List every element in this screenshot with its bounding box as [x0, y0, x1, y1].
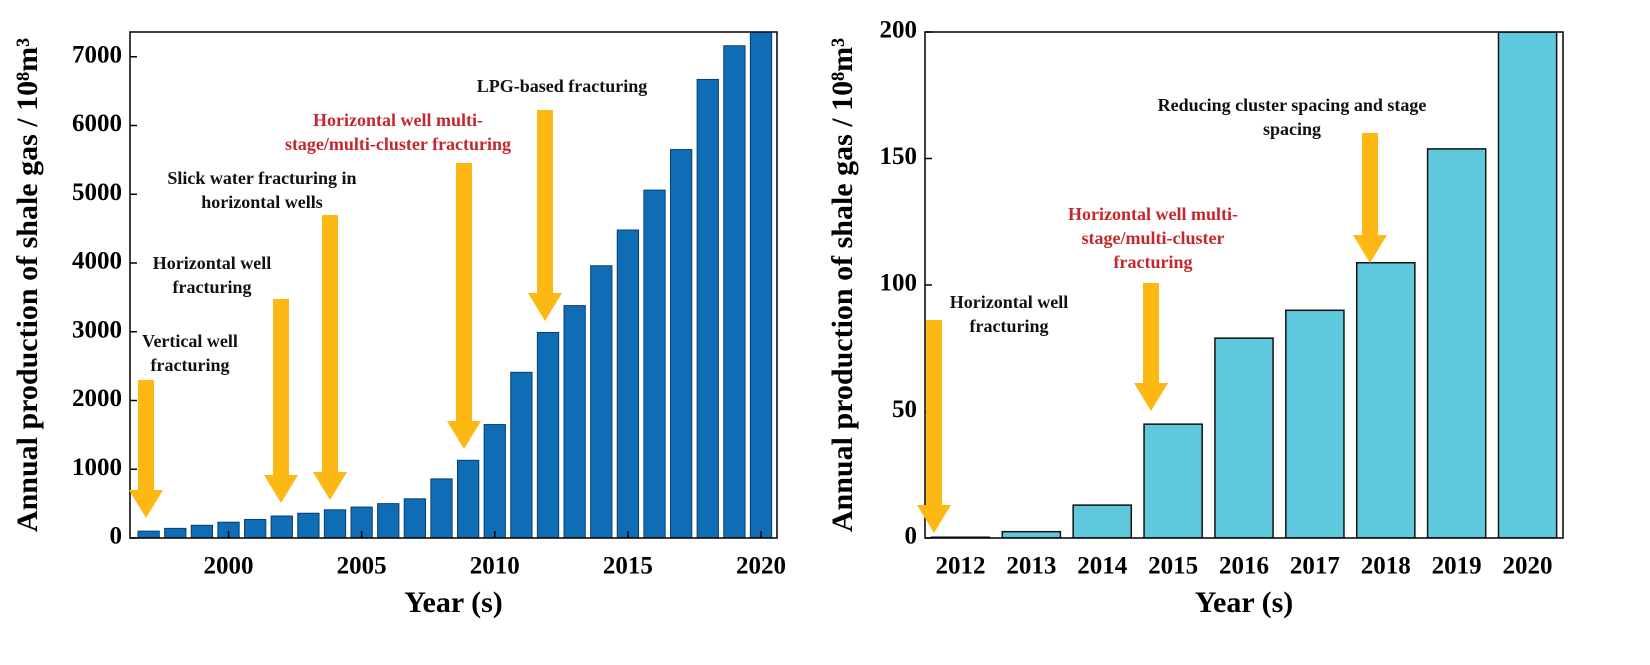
- x-tick-label: 2020: [736, 553, 786, 580]
- bar: [536, 331, 560, 538]
- annotation: stage/multi-cluster: [1082, 228, 1225, 248]
- x-axis-label: Year (s): [404, 586, 503, 619]
- bar: [1214, 337, 1274, 538]
- bar: [723, 45, 746, 538]
- y-tick-label: 0: [905, 523, 918, 550]
- annotation: stage/multi-cluster fracturing: [285, 134, 511, 154]
- bar: [243, 518, 267, 538]
- bar: [749, 32, 773, 538]
- x-tick-label: 2017: [1290, 553, 1340, 580]
- arrow: [313, 215, 347, 500]
- plot-frame: [924, 31, 1564, 539]
- bar: [696, 78, 719, 538]
- y-tick-label: 1000: [72, 454, 122, 481]
- arrow: [264, 299, 298, 503]
- annotation: Horizontal well: [950, 292, 1068, 312]
- x-tick-label: 2013: [1006, 553, 1056, 580]
- y-axis-label: Annual production of shale gas / 10⁸m³: [826, 38, 859, 532]
- x-tick-label: 2015: [1148, 553, 1198, 580]
- bar: [1001, 530, 1062, 538]
- y-tick-label: 5000: [72, 179, 122, 206]
- bar: [1285, 309, 1345, 538]
- y-tick-label: 4000: [72, 248, 122, 275]
- bar: [590, 265, 613, 538]
- annotation: horizontal wells: [201, 192, 323, 212]
- x-tick-label: 2018: [1361, 553, 1411, 580]
- arrow: [917, 320, 951, 533]
- annotation: fracturing: [1114, 252, 1193, 272]
- bar: [1355, 261, 1416, 538]
- y-tick-label: 6000: [72, 110, 122, 137]
- y-tick-label: 2000: [72, 385, 122, 412]
- x-tick-label: 2015: [603, 553, 653, 580]
- bar: [643, 189, 666, 538]
- y-tick-label: 150: [880, 143, 918, 170]
- x-tick-label: 2014: [1077, 553, 1128, 580]
- bar: [483, 424, 506, 538]
- annotation: LPG-based fracturing: [477, 76, 648, 96]
- x-tick-label: 2012: [935, 553, 985, 580]
- bar: [456, 459, 480, 538]
- bar: [669, 149, 693, 538]
- arrow: [129, 380, 163, 518]
- annotation: Horizontal well multi-: [313, 110, 483, 130]
- y-tick-label: 50: [892, 396, 917, 423]
- plot-bars: [137, 32, 773, 538]
- annotation: Horizontal well multi-: [1068, 204, 1238, 224]
- bar: [1143, 423, 1203, 538]
- plot-bars: [930, 32, 1558, 538]
- arrow: [1353, 133, 1387, 263]
- x-tick-label: 2016: [1219, 553, 1269, 580]
- bar: [563, 305, 586, 538]
- annotation: fracturing: [970, 316, 1049, 336]
- x-tick-label: 2000: [204, 553, 254, 580]
- x-axis-label: Year (s): [1195, 586, 1294, 619]
- annotation: fracturing: [173, 277, 252, 297]
- bar: [1072, 504, 1133, 538]
- bar: [1426, 148, 1487, 538]
- annotation: fracturing: [151, 355, 230, 375]
- plot-frame: [129, 31, 778, 539]
- bar: [510, 371, 533, 538]
- arrow: [447, 163, 481, 449]
- x-tick-label: 2019: [1432, 553, 1482, 580]
- bar: [616, 229, 640, 538]
- annotation: Reducing cluster spacing and stage: [1158, 95, 1427, 115]
- y-tick-label: 100: [880, 270, 918, 297]
- bar: [270, 515, 293, 538]
- x-tick-label: 2010: [470, 553, 520, 580]
- arrow: [528, 110, 562, 321]
- annotation: Horizontal well: [153, 253, 271, 273]
- y-tick-label: 200: [880, 17, 918, 44]
- y-tick-label: 0: [110, 523, 123, 550]
- annotation: Vertical well: [142, 331, 238, 351]
- arrow: [1134, 283, 1168, 411]
- bar: [190, 524, 214, 538]
- bar: [164, 527, 187, 538]
- bar: [377, 503, 400, 538]
- bar: [403, 498, 427, 538]
- x-tick-label: 2020: [1503, 553, 1553, 580]
- bar: [137, 530, 160, 538]
- y-tick-label: 7000: [72, 41, 122, 68]
- bar: [1497, 32, 1558, 538]
- bar: [217, 521, 240, 538]
- bar: [350, 506, 373, 538]
- annotation: spacing: [1263, 119, 1321, 139]
- bar: [323, 509, 347, 538]
- annotation: Slick water fracturing in: [167, 168, 356, 188]
- y-axis-label: Annual production of shale gas / 10⁸m³: [11, 38, 44, 532]
- bar: [430, 478, 453, 538]
- x-tick-label: 2005: [337, 553, 387, 580]
- y-tick-label: 3000: [72, 316, 122, 343]
- bar: [297, 512, 320, 538]
